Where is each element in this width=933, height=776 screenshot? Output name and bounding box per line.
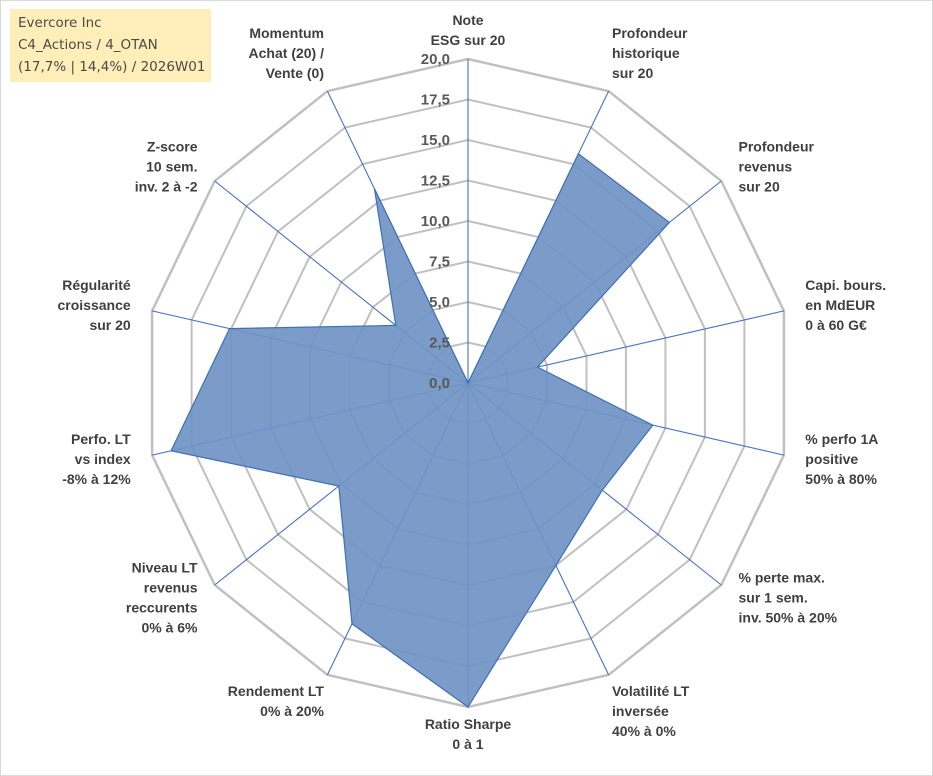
category-label-line: historique [612,45,680,61]
radar-series [170,152,671,708]
company-name: Evercore Inc [18,15,102,31]
category-label-line: Profondeur [739,138,815,154]
category-label-line: Z-score [147,138,198,154]
performance-period: (17,7% | 14,4%) / 2026W01 [18,59,206,75]
category-label-line: 10 sem. [146,158,197,174]
category-label: Volatilité LT inversée 40% à 0% [612,683,690,739]
category-label-line: sur 20 [612,65,653,81]
category-label-line: revenus [144,580,198,596]
category-label-line: inv. 50% à 20% [739,610,838,626]
category-label-line: inversée [612,703,669,719]
category-label-line: Niveau LT [132,560,198,576]
category-label-line: reccurents [126,600,198,616]
category-label-line: sur 1 sem. [739,590,808,606]
category-label-line: revenus [739,158,793,174]
category-label-line: Rendement LT [228,683,325,699]
category-label-line: en MdEUR [805,297,875,313]
category-label-line: 0 à 1 [452,736,483,752]
category-label-line: Régularité [62,277,131,293]
category-label-line: Profondeur [612,25,688,41]
category-label-line: % perfo 1A [805,431,878,447]
tick-label: 7,5 [429,254,450,271]
category-label-line: Perfo. LT [71,431,131,447]
radar-tick-labels: 0,0 2,5 5,0 7,5 10,0 12,5 15,0 17,5 20,0 [421,51,450,392]
category-label: Note ESG sur 20 [431,12,506,48]
category-label-line: Note [452,12,483,28]
category-label: Régularité croissance sur 20 [58,277,131,333]
category-label-line: positive [805,451,858,467]
tick-label: 10,0 [421,213,450,230]
category-label-line: Capi. bours. [805,277,886,293]
category-label-line: Achat (20) / [249,45,325,61]
series-area [170,152,671,708]
category-label-line: Ratio Sharpe [425,716,512,732]
category-label-line: Vente (0) [266,65,324,81]
tick-label: 0,0 [429,375,450,392]
info-box: Evercore Inc C4_Actions / 4_OTAN (17,7% … [10,9,212,82]
category-label: % perfo 1A positive 50% à 80% [805,431,878,487]
tick-label: 2,5 [429,335,450,352]
category-label: Momentum Achat (20) / Vente (0) [249,25,325,81]
tick-label: 17,5 [421,92,450,109]
category-label-line: 0% à 20% [260,703,324,719]
radar-category-labels: Note ESG sur 20 Profondeur historique sur 20… [58,12,887,752]
category-label-line: ESG sur 20 [431,32,506,48]
category-label: % perte max. sur 1 sem. inv. 50% à 20% [739,570,838,626]
category-label-line: sur 20 [739,178,780,194]
tick-label: 12,5 [421,173,450,190]
category-label-line: 0 à 60 G€ [805,317,867,333]
category-label-line: 40% à 0% [612,723,676,739]
category-label-line: % perte max. [739,570,825,586]
tick-label: 15,0 [421,132,450,149]
category-label-line: vs index [75,451,131,467]
category-label: Perfo. LT vs index -8% à 12% [62,431,131,487]
category-label-line: Volatilité LT [612,683,690,699]
category-label-line: croissance [58,297,131,313]
category-label-line: Momentum [249,25,324,41]
category-label-line: 50% à 80% [805,471,877,487]
tick-label: 5,0 [429,294,450,311]
category-label: Ratio Sharpe 0 à 1 [425,716,512,752]
category-label-line: 0% à 6% [141,620,198,636]
category-label-line: sur 20 [89,317,130,333]
category-label-line: -8% à 12% [62,471,131,487]
portfolio-name: C4_Actions / 4_OTAN [18,37,158,53]
category-label: Niveau LT revenus reccurents 0% à 6% [126,560,198,636]
category-label: Z-score 10 sem. inv. 2 à -2 [135,138,198,194]
category-label: Rendement LT 0% à 20% [228,683,325,719]
category-label: Capi. bours. en MdEUR 0 à 60 G€ [805,277,886,333]
category-label: Profondeur historique sur 20 [612,25,688,81]
tick-label: 20,0 [421,51,450,68]
category-label-line: inv. 2 à -2 [135,178,198,194]
category-label: Profondeur revenus sur 20 [739,138,815,194]
